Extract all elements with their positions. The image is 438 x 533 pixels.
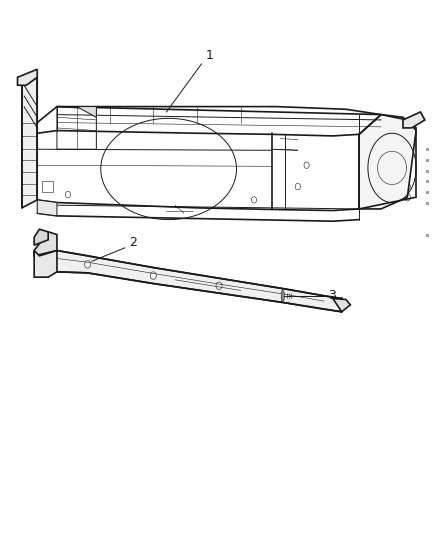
Text: 2: 2 bbox=[129, 236, 137, 249]
Text: 1: 1 bbox=[206, 50, 214, 62]
Polygon shape bbox=[281, 289, 284, 302]
Polygon shape bbox=[359, 115, 416, 209]
Polygon shape bbox=[18, 69, 37, 85]
Polygon shape bbox=[37, 200, 57, 216]
Polygon shape bbox=[34, 232, 57, 256]
Polygon shape bbox=[333, 298, 350, 312]
Polygon shape bbox=[34, 251, 57, 277]
Polygon shape bbox=[39, 251, 342, 312]
Text: 3: 3 bbox=[328, 289, 336, 302]
Polygon shape bbox=[22, 77, 37, 208]
Polygon shape bbox=[403, 112, 425, 128]
Polygon shape bbox=[34, 229, 48, 245]
Polygon shape bbox=[68, 107, 96, 117]
